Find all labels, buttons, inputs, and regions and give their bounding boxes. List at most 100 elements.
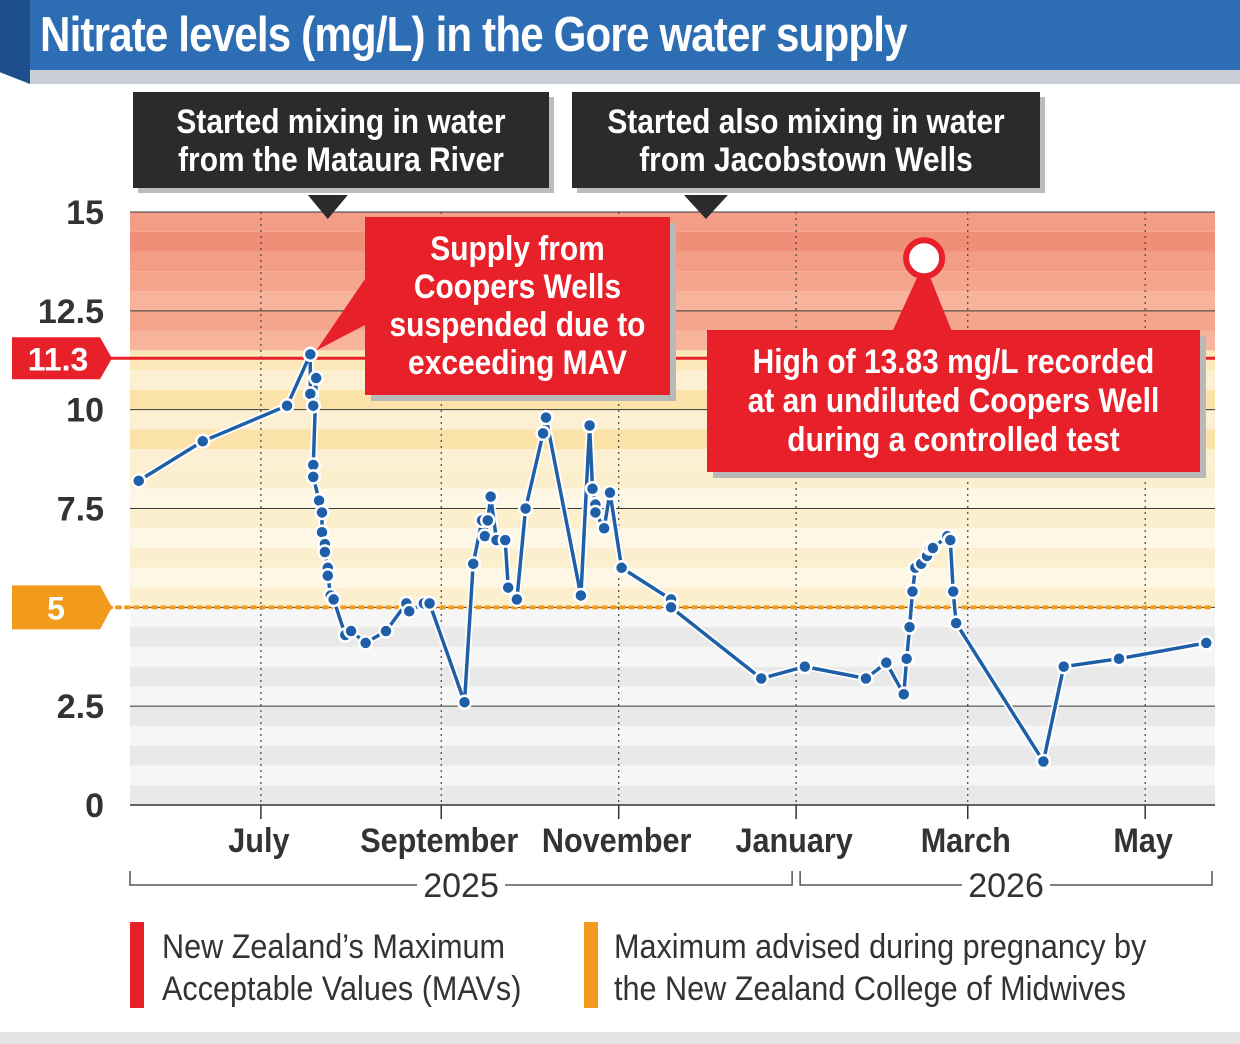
banner-background bbox=[30, 0, 1240, 70]
mav-tag bbox=[12, 337, 112, 380]
data-point bbox=[305, 397, 322, 414]
callout-suspended-text: Coopers Wells bbox=[414, 267, 621, 305]
data-point bbox=[901, 619, 918, 635]
callout-suspended-pointer bbox=[316, 279, 365, 351]
y-tick-label: 10 bbox=[66, 392, 104, 430]
data-point bbox=[945, 583, 961, 600]
data-point bbox=[456, 694, 473, 710]
y-tick-label: 2.5 bbox=[57, 688, 104, 726]
data-point bbox=[573, 587, 589, 604]
background-band bbox=[130, 508, 1215, 529]
background-band bbox=[130, 666, 1215, 687]
background-band bbox=[130, 765, 1215, 786]
callout-mataura-pointer bbox=[307, 195, 348, 219]
x-axis: July September November January March May bbox=[130, 804, 1215, 860]
data-point bbox=[904, 583, 921, 600]
legend-label-pregnancy-line-2: the New Zealand College of Midwives bbox=[614, 970, 1126, 1008]
data-point bbox=[1198, 635, 1215, 651]
data-point bbox=[194, 433, 211, 450]
y-tick-labels: 0 2.5 5 7.5 10 12.5 15 bbox=[38, 194, 104, 825]
data-point bbox=[896, 686, 912, 703]
pregnancy-tag-label: 5 bbox=[47, 590, 65, 626]
data-point bbox=[325, 591, 342, 608]
data-point bbox=[584, 480, 601, 497]
data-point bbox=[421, 595, 438, 612]
background-band bbox=[130, 548, 1215, 568]
data-point bbox=[587, 504, 604, 521]
data-point bbox=[343, 623, 359, 639]
data-point bbox=[497, 532, 513, 548]
year-brackets: 2025 2026 bbox=[129, 867, 1213, 905]
background-band bbox=[130, 488, 1215, 509]
callout-suspended-text: exceeding MAV bbox=[408, 343, 627, 381]
data-point bbox=[535, 425, 551, 442]
legend-label-pregnancy: Maximum advised during pregnancy by the … bbox=[614, 926, 1146, 1010]
data-point bbox=[581, 417, 598, 434]
callout-mataura-text: from the Mataura River bbox=[178, 140, 504, 178]
x-tick-label: March bbox=[921, 822, 1011, 860]
legend-swatch-mav bbox=[130, 922, 144, 1008]
data-point bbox=[482, 488, 499, 505]
callout-mataura-text: Started mixing in water bbox=[176, 102, 505, 140]
data-point bbox=[1111, 650, 1127, 667]
background-band bbox=[130, 745, 1215, 766]
data-point bbox=[465, 556, 481, 572]
data-point bbox=[480, 512, 496, 529]
data-point bbox=[948, 615, 964, 631]
x-tick-label: September bbox=[360, 822, 518, 860]
data-point bbox=[302, 346, 319, 363]
mav-tag-label: 11.3 bbox=[28, 341, 89, 377]
data-point bbox=[602, 484, 618, 501]
data-point bbox=[942, 532, 959, 548]
banner-fold bbox=[0, 0, 30, 84]
background-band bbox=[130, 706, 1215, 726]
year-bracket bbox=[505, 871, 793, 886]
data-point bbox=[1035, 753, 1052, 770]
data-series bbox=[130, 346, 1215, 770]
x-tick-label: November bbox=[542, 822, 692, 860]
data-point bbox=[1055, 658, 1072, 675]
legend-label-mav-line-2: Acceptable Values (MAVs) bbox=[162, 970, 522, 1008]
data-point bbox=[509, 591, 525, 608]
data-point bbox=[898, 650, 915, 667]
legend-swatch-pregnancy bbox=[584, 922, 598, 1008]
callout-high-pointer bbox=[892, 262, 953, 332]
x-tick-label: May bbox=[1113, 822, 1173, 860]
banner-shadow bbox=[30, 70, 1240, 84]
data-point bbox=[305, 469, 322, 485]
callout-jacobstown-pointer bbox=[683, 195, 728, 219]
data-point bbox=[279, 397, 295, 414]
pregnancy-tag bbox=[12, 585, 112, 630]
year-bracket bbox=[1050, 871, 1213, 886]
background-band bbox=[130, 785, 1215, 805]
callout-jacobstown-text: Started also mixing in water bbox=[607, 102, 1004, 140]
data-point bbox=[925, 540, 941, 556]
year-label: 2026 bbox=[968, 867, 1044, 905]
background-band bbox=[130, 528, 1215, 549]
background-band bbox=[130, 627, 1215, 647]
legend-label-mav-line-1: New Zealand’s Maximum bbox=[162, 928, 505, 966]
footer-rule bbox=[0, 1032, 1240, 1044]
data-point bbox=[314, 504, 330, 521]
data-point bbox=[401, 603, 417, 620]
chart-title: Nitrate levels (mg/L) in the Gore water … bbox=[40, 8, 908, 62]
data-point bbox=[500, 579, 516, 596]
legend-label-pregnancy-line-1: Maximum advised during pregnancy by bbox=[614, 928, 1147, 966]
data-point bbox=[753, 670, 769, 687]
callout-suspended-text: Supply from bbox=[430, 229, 604, 267]
legend-label-mav: New Zealand’s Maximum Acceptable Values … bbox=[162, 926, 521, 1010]
background-band bbox=[130, 725, 1215, 746]
data-point bbox=[517, 500, 534, 517]
callout-high-box bbox=[707, 330, 1200, 472]
x-tick-label: July bbox=[228, 822, 289, 860]
callout-suspended-box bbox=[365, 217, 670, 395]
data-point bbox=[320, 567, 336, 584]
data-point bbox=[797, 658, 813, 675]
data-point bbox=[613, 560, 630, 576]
x-tick-label: January bbox=[735, 822, 852, 860]
y-tick-label: 7.5 bbox=[57, 491, 104, 529]
data-point bbox=[317, 544, 333, 560]
year-bracket bbox=[799, 871, 963, 886]
